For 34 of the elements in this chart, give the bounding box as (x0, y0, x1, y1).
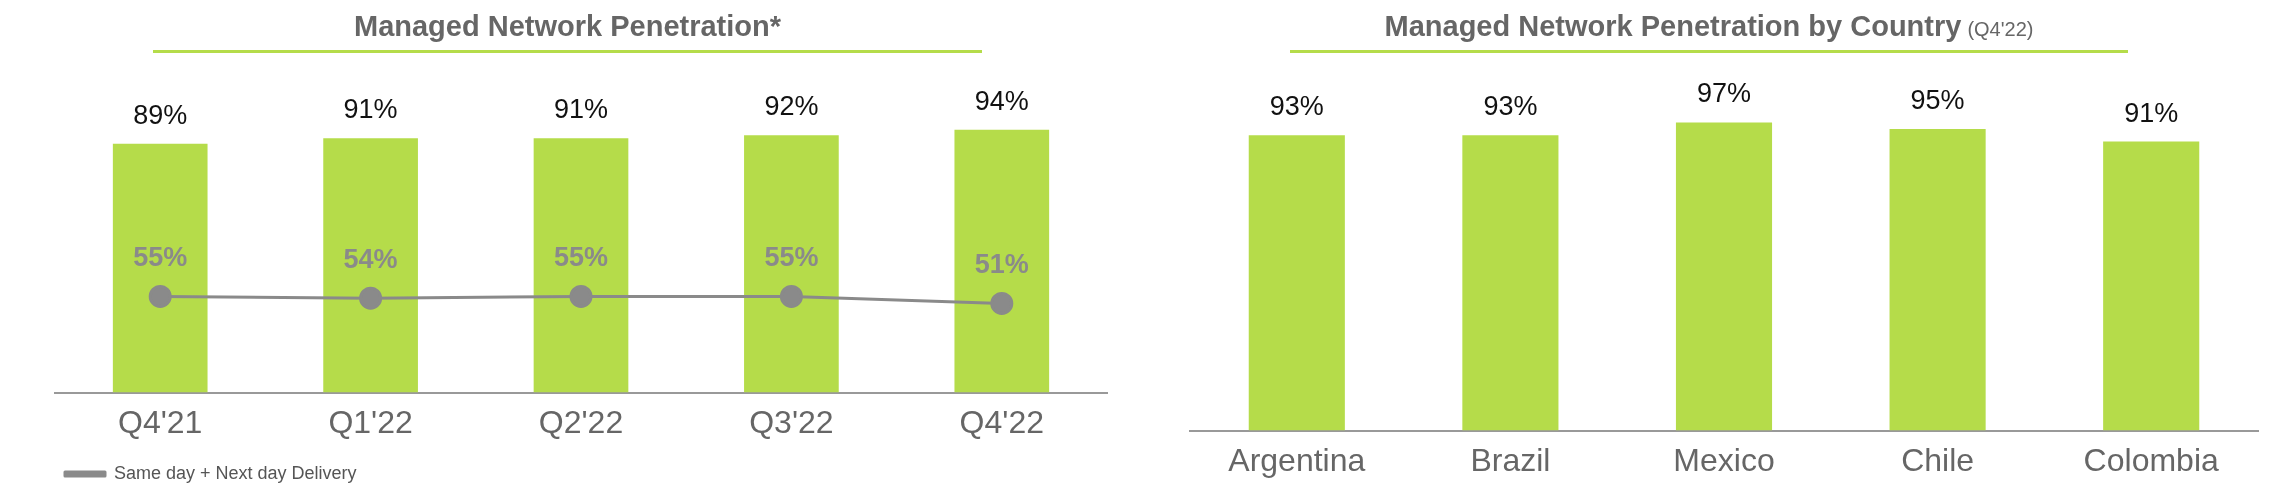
x-tick-label: Q1'22 (328, 403, 413, 440)
bar (112, 143, 208, 393)
data-label: 55% (764, 242, 819, 273)
x-tick-label: Q4'21 (118, 403, 203, 440)
x-tick-label: Brazil (1470, 441, 1551, 478)
legend-label: Same day + Next day Delivery (114, 462, 357, 483)
data-label: 94% (974, 85, 1029, 116)
bar (744, 135, 839, 393)
data-label: 55% (553, 242, 609, 273)
bar (323, 138, 418, 393)
data-label: 55% (133, 242, 188, 273)
data-label: 51% (974, 249, 1029, 280)
x-tick-label: Q4'22 (959, 403, 1044, 440)
x-tick-label: Chile (1901, 441, 1975, 478)
data-label: 91% (343, 94, 398, 125)
data-label: 89% (133, 99, 188, 130)
x-tick-label: Q3'22 (749, 403, 834, 440)
x-tick-label: Q2'22 (538, 403, 624, 440)
chart-title: Managed Network Penetration by Country (1384, 10, 1962, 42)
data-label: 93% (1269, 91, 1324, 122)
data-label: 92% (764, 91, 819, 122)
chart-title: Managed Network Penetration* (353, 9, 782, 44)
bar (533, 138, 629, 393)
x-tick-label: Argentina (1228, 441, 1366, 478)
data-label: 54% (343, 244, 398, 275)
data-label: 97% (1696, 78, 1752, 109)
bar (954, 129, 1050, 393)
x-tick-label: Colombia (2083, 441, 2219, 478)
data-label: 91% (2124, 97, 2179, 128)
data-label: 95% (1910, 84, 1965, 115)
data-label: 93% (1483, 91, 1538, 122)
data-label: 91% (553, 94, 609, 125)
chart-subtitle: (Q4'22) (1967, 18, 2034, 40)
x-tick-label: Mexico (1673, 441, 1775, 478)
